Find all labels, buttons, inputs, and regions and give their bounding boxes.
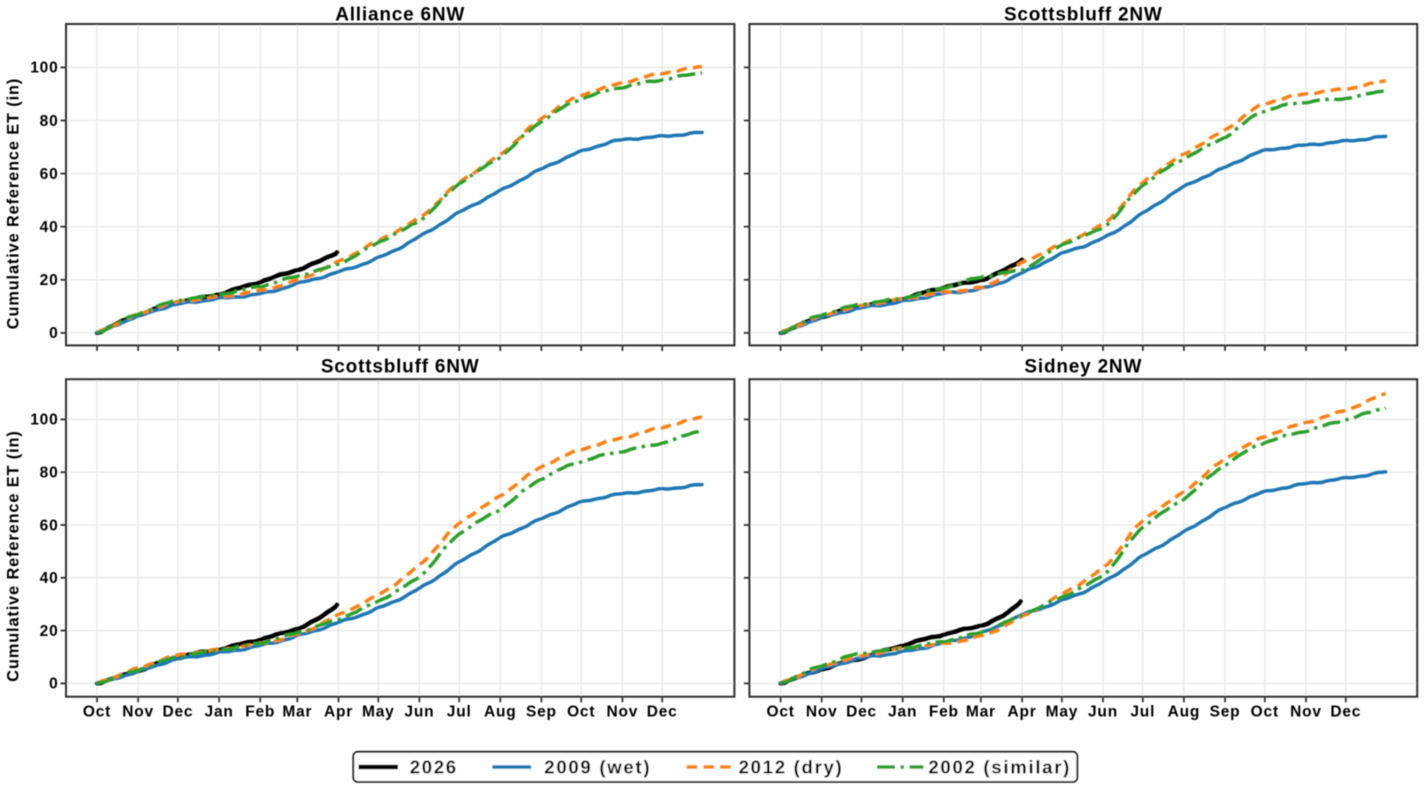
svg-text:Sidney 2NW: Sidney 2NW [1024, 357, 1142, 378]
svg-text:Feb: Feb [929, 704, 959, 721]
svg-text:2009 (wet): 2009 (wet) [544, 756, 651, 777]
svg-text:Mar: Mar [282, 704, 312, 721]
svg-text:20: 20 [40, 272, 59, 289]
svg-text:Dec: Dec [647, 704, 678, 721]
svg-text:Feb: Feb [245, 704, 275, 721]
svg-text:Jan: Jan [205, 704, 234, 721]
svg-text:Nov: Nov [806, 704, 838, 721]
svg-text:Dec: Dec [1330, 704, 1361, 721]
svg-text:May: May [1046, 704, 1079, 721]
svg-text:0: 0 [49, 325, 58, 342]
svg-text:40: 40 [40, 570, 59, 587]
svg-text:100: 100 [30, 412, 58, 429]
svg-text:Jul: Jul [447, 704, 472, 721]
svg-text:2002 (similar): 2002 (similar) [928, 756, 1071, 777]
svg-text:Mar: Mar [966, 704, 996, 721]
svg-text:Oct: Oct [83, 704, 111, 721]
svg-text:Jun: Jun [1088, 704, 1118, 721]
svg-text:Aug: Aug [484, 704, 517, 721]
svg-text:2012 (dry): 2012 (dry) [739, 756, 844, 777]
svg-text:Dec: Dec [846, 704, 877, 721]
svg-text:Oct: Oct [1251, 704, 1279, 721]
svg-text:Scottsbluff 2NW: Scottsbluff 2NW [1004, 5, 1163, 26]
svg-text:May: May [362, 704, 395, 721]
svg-text:100: 100 [30, 60, 58, 77]
svg-text:Oct: Oct [567, 704, 595, 721]
svg-text:2026: 2026 [410, 756, 458, 777]
svg-text:Nov: Nov [1290, 704, 1322, 721]
svg-text:Jan: Jan [888, 704, 917, 721]
svg-text:Scottsbluff 6NW: Scottsbluff 6NW [321, 357, 480, 378]
svg-text:80: 80 [40, 113, 59, 130]
svg-text:40: 40 [40, 219, 59, 236]
svg-text:60: 60 [40, 517, 59, 534]
svg-text:Alliance 6NW: Alliance 6NW [335, 5, 465, 26]
svg-text:0: 0 [49, 676, 58, 693]
svg-text:Sep: Sep [1210, 704, 1241, 721]
svg-text:Oct: Oct [766, 704, 794, 721]
svg-text:Cumulative Reference ET (in): Cumulative Reference ET (in) [5, 78, 23, 329]
svg-text:Nov: Nov [607, 704, 639, 721]
svg-text:60: 60 [40, 166, 59, 183]
svg-text:Cumulative Reference ET (in): Cumulative Reference ET (in) [5, 430, 23, 681]
svg-text:20: 20 [40, 623, 59, 640]
svg-text:Jul: Jul [1130, 704, 1155, 721]
svg-text:Jun: Jun [404, 704, 434, 721]
svg-text:Sep: Sep [526, 704, 557, 721]
svg-text:Aug: Aug [1168, 704, 1201, 721]
svg-text:Nov: Nov [122, 704, 154, 721]
svg-text:Dec: Dec [162, 704, 193, 721]
svg-text:80: 80 [40, 465, 59, 482]
svg-text:Apr: Apr [1008, 704, 1037, 721]
svg-text:Apr: Apr [324, 704, 353, 721]
